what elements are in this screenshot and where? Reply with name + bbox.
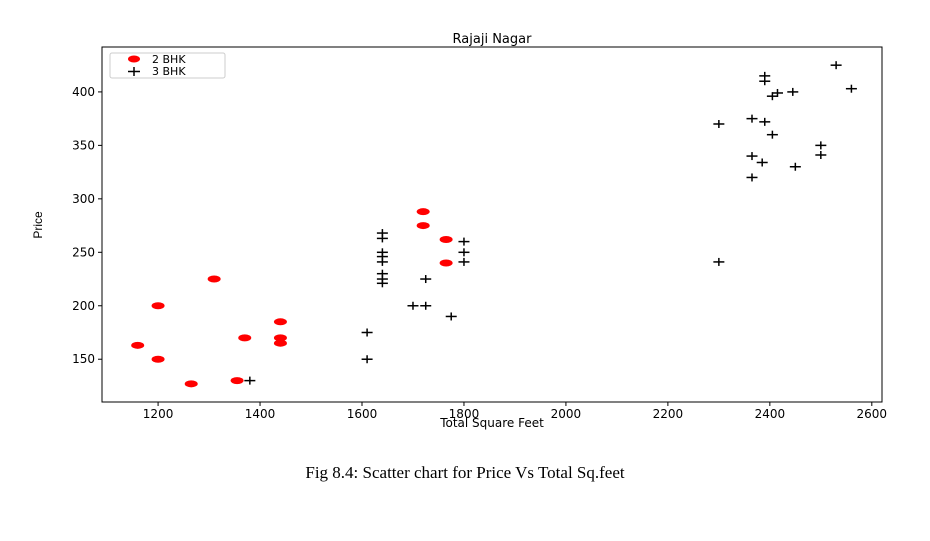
legend: 2 BHK 3 BHK [109, 52, 226, 79]
point-3bhk [815, 150, 827, 159]
plot-area [101, 46, 883, 403]
point-3bhk [756, 158, 768, 167]
y-tick-label: 400 [72, 85, 95, 99]
point-2bhk [238, 334, 252, 342]
point-3bhk [766, 130, 778, 139]
point-3bhk [713, 119, 725, 128]
point-3bhk [787, 87, 799, 96]
point-3bhk [789, 162, 801, 171]
point-3bhk [376, 257, 388, 266]
point-3bhk [713, 257, 725, 266]
x-tick-label: 1200 [143, 407, 174, 421]
point-2bhk [416, 222, 430, 230]
point-3bhk [420, 275, 432, 284]
y-tick-label: 200 [72, 299, 95, 313]
point-3bhk [771, 88, 783, 97]
legend-marker-2bhk [128, 55, 140, 63]
point-3bhk [458, 237, 470, 246]
x-tick-label: 1400 [245, 407, 276, 421]
legend-marker-3bhk [128, 67, 140, 76]
point-2bhk [207, 275, 221, 283]
point-2bhk [131, 341, 145, 349]
point-2bhk [273, 334, 287, 342]
legend-label-3bhk: 3 BHK [152, 65, 186, 78]
x-tick-label: 2600 [857, 407, 888, 421]
point-3bhk [361, 355, 373, 364]
y-tick-label: 350 [72, 138, 95, 152]
y-tick-label: 150 [72, 352, 95, 366]
x-tick-label: 2400 [755, 407, 786, 421]
y-tick-label: 300 [72, 192, 95, 206]
x-tick-label: 2200 [653, 407, 684, 421]
point-3bhk [458, 257, 470, 266]
x-tick-label: 2000 [551, 407, 582, 421]
point-3bhk [746, 152, 758, 161]
point-2bhk [273, 339, 287, 347]
point-3bhk [746, 173, 758, 182]
x-ticks: 1200 1400 1600 1800 2000 2200 2400 2600 [143, 402, 887, 421]
point-2bhk [416, 208, 430, 216]
point-2bhk [439, 235, 453, 243]
point-3bhk [830, 61, 842, 70]
point-2bhk [151, 302, 165, 310]
y-tick-label: 250 [72, 245, 95, 259]
x-tick-label: 1800 [449, 407, 480, 421]
y-ticks: 150 200 250 300 350 400 [72, 85, 102, 366]
point-2bhk [230, 377, 244, 385]
point-3bhk [458, 248, 470, 257]
point-2bhk [439, 259, 453, 267]
point-2bhk [273, 318, 287, 326]
point-3bhk [407, 301, 419, 310]
point-3bhk [376, 279, 388, 288]
figure-caption: Fig 8.4: Scatter chart for Price Vs Tota… [305, 463, 625, 482]
point-3bhk [815, 141, 827, 150]
point-3bhk [420, 301, 432, 310]
scatter-chart: Rajaji Nagar Total Square Feet Price 120… [31, 32, 887, 430]
chart-title: Rajaji Nagar [453, 32, 533, 47]
point-2bhk [151, 355, 165, 363]
x-axis-label: Total Square Feet [439, 416, 544, 430]
point-3bhk [244, 376, 256, 385]
point-3bhk [445, 312, 457, 321]
data-marks [131, 61, 857, 388]
point-3bhk [845, 84, 857, 93]
y-axis-label: Price [31, 211, 45, 239]
legend-label-2bhk: 2 BHK [152, 53, 186, 66]
point-3bhk [759, 117, 771, 126]
point-3bhk [759, 77, 771, 86]
x-tick-label: 1600 [347, 407, 378, 421]
point-3bhk [746, 114, 758, 123]
point-3bhk [376, 234, 388, 243]
point-3bhk [361, 328, 373, 337]
point-2bhk [184, 380, 198, 388]
